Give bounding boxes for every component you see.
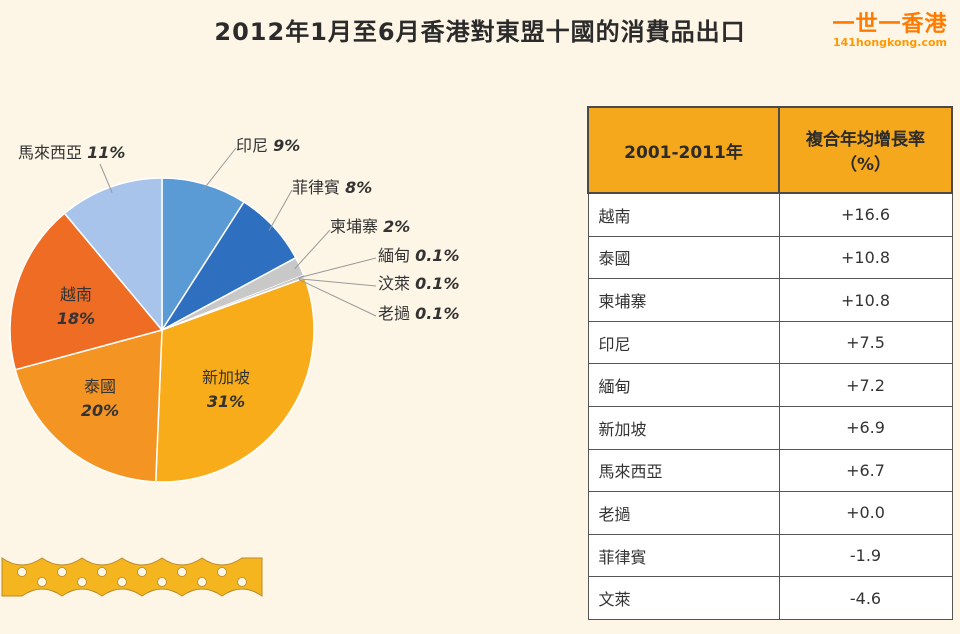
slice-pct-7: 31% <box>207 392 245 411</box>
table-row: 越南 +16.6 <box>587 192 953 237</box>
leader-line-6 <box>298 279 377 317</box>
table-cell-growth: +6.7 <box>778 448 953 493</box>
table-cell-growth: -1.9 <box>778 533 953 578</box>
leader-line-1 <box>202 147 237 191</box>
chart-title: 2012年1月至6月香港對東盟十國的消費品出口 <box>214 18 746 46</box>
table-row: 印尼 +7.5 <box>587 320 953 365</box>
table-cell-country: 柬埔寨 <box>587 278 780 322</box>
growth-rate-table: 2001-2011年 複合年均增長率 （%） 越南 +16.6 泰國 +10.8 柬埔寨… <box>587 106 953 620</box>
table-row: 馬來西亞 +6.7 <box>587 448 953 493</box>
slice-label-8: 泰國 <box>84 377 116 396</box>
table-cell-growth: -4.6 <box>778 576 953 620</box>
table-row: 老撾 +0.0 <box>587 491 953 535</box>
slice-pct-8: 20% <box>81 401 119 420</box>
pie-slice-8 <box>14 329 163 483</box>
table-cell-country: 菲律賓 <box>587 533 780 578</box>
table-cell-country: 越南 <box>587 192 780 237</box>
table-cell-country: 老撾 <box>587 491 780 535</box>
table-row: 文萊 -4.6 <box>587 576 953 620</box>
table-row: 菲律賓 -1.9 <box>587 533 953 578</box>
table-cell-growth: +10.8 <box>778 235 953 280</box>
watermark-main-text: 一世一香港 <box>832 12 948 37</box>
slice-label-1: 印尼 9% <box>236 136 300 155</box>
table-cell-country: 馬來西亞 <box>587 448 780 493</box>
table-cell-growth: +7.5 <box>778 320 953 365</box>
table-cell-country: 泰國 <box>587 235 780 280</box>
table-cell-country: 緬甸 <box>587 363 780 407</box>
slice-label-2: 菲律賓 8% <box>292 178 372 197</box>
watermark-logo: 一世一香港 141hongkong.com <box>826 6 954 49</box>
table-header-growth-line1: 複合年均增長率 <box>806 130 925 150</box>
pie-slice-7 <box>154 276 315 483</box>
slice-label-9: 越南 <box>60 285 92 304</box>
table-header-period: 2001-2011年 <box>587 106 780 194</box>
table-row: 泰國 +10.8 <box>587 235 953 280</box>
table-cell-growth: +10.8 <box>778 278 953 322</box>
table-row: 柬埔寨 +10.8 <box>587 278 953 322</box>
leader-line-10 <box>99 163 113 193</box>
slice-label-7: 新加坡 <box>202 368 250 387</box>
table-header-growth-line2: （%） <box>839 155 892 175</box>
slice-label-5: 汶萊 0.1% <box>378 274 459 293</box>
slice-label-4: 緬甸 0.1% <box>378 246 459 265</box>
slice-label-3: 柬埔寨 2% <box>330 217 410 236</box>
table-cell-growth: +0.0 <box>778 491 953 535</box>
leader-line-4 <box>298 257 377 279</box>
slice-label-6: 老撾 0.1% <box>378 304 459 323</box>
leader-line-5 <box>298 278 377 287</box>
table-cell-growth: +7.2 <box>778 363 953 407</box>
pie-slice-9 <box>9 212 164 371</box>
slice-label-10: 馬來西亞 11% <box>18 143 125 162</box>
table-header-growth: 複合年均增長率 （%） <box>778 106 953 194</box>
table-cell-growth: +6.9 <box>778 405 953 450</box>
table-row: 緬甸 +7.2 <box>587 363 953 407</box>
decorative-sprocket-strip <box>1 557 263 597</box>
slice-pct-9: 18% <box>57 309 95 328</box>
table-header-row: 2001-2011年 複合年均增長率 （%） <box>587 106 953 194</box>
pie-chart: 印尼 9% 菲律賓 8% 柬埔寨 2% 緬甸 0.1% 汶萊 0.1% 老撾 0.1% 新加… <box>9 136 459 483</box>
table-cell-growth: +16.6 <box>778 192 953 237</box>
pie-slice-1 <box>161 177 245 333</box>
table-cell-country: 印尼 <box>587 320 780 365</box>
watermark-sub-text: 141hongkong.com <box>832 36 948 49</box>
leader-line-2 <box>268 189 293 231</box>
table-row: 新加坡 +6.9 <box>587 405 953 450</box>
table-cell-country: 新加坡 <box>587 405 780 450</box>
table-cell-country: 文萊 <box>587 576 780 620</box>
leader-line-3 <box>294 229 331 270</box>
